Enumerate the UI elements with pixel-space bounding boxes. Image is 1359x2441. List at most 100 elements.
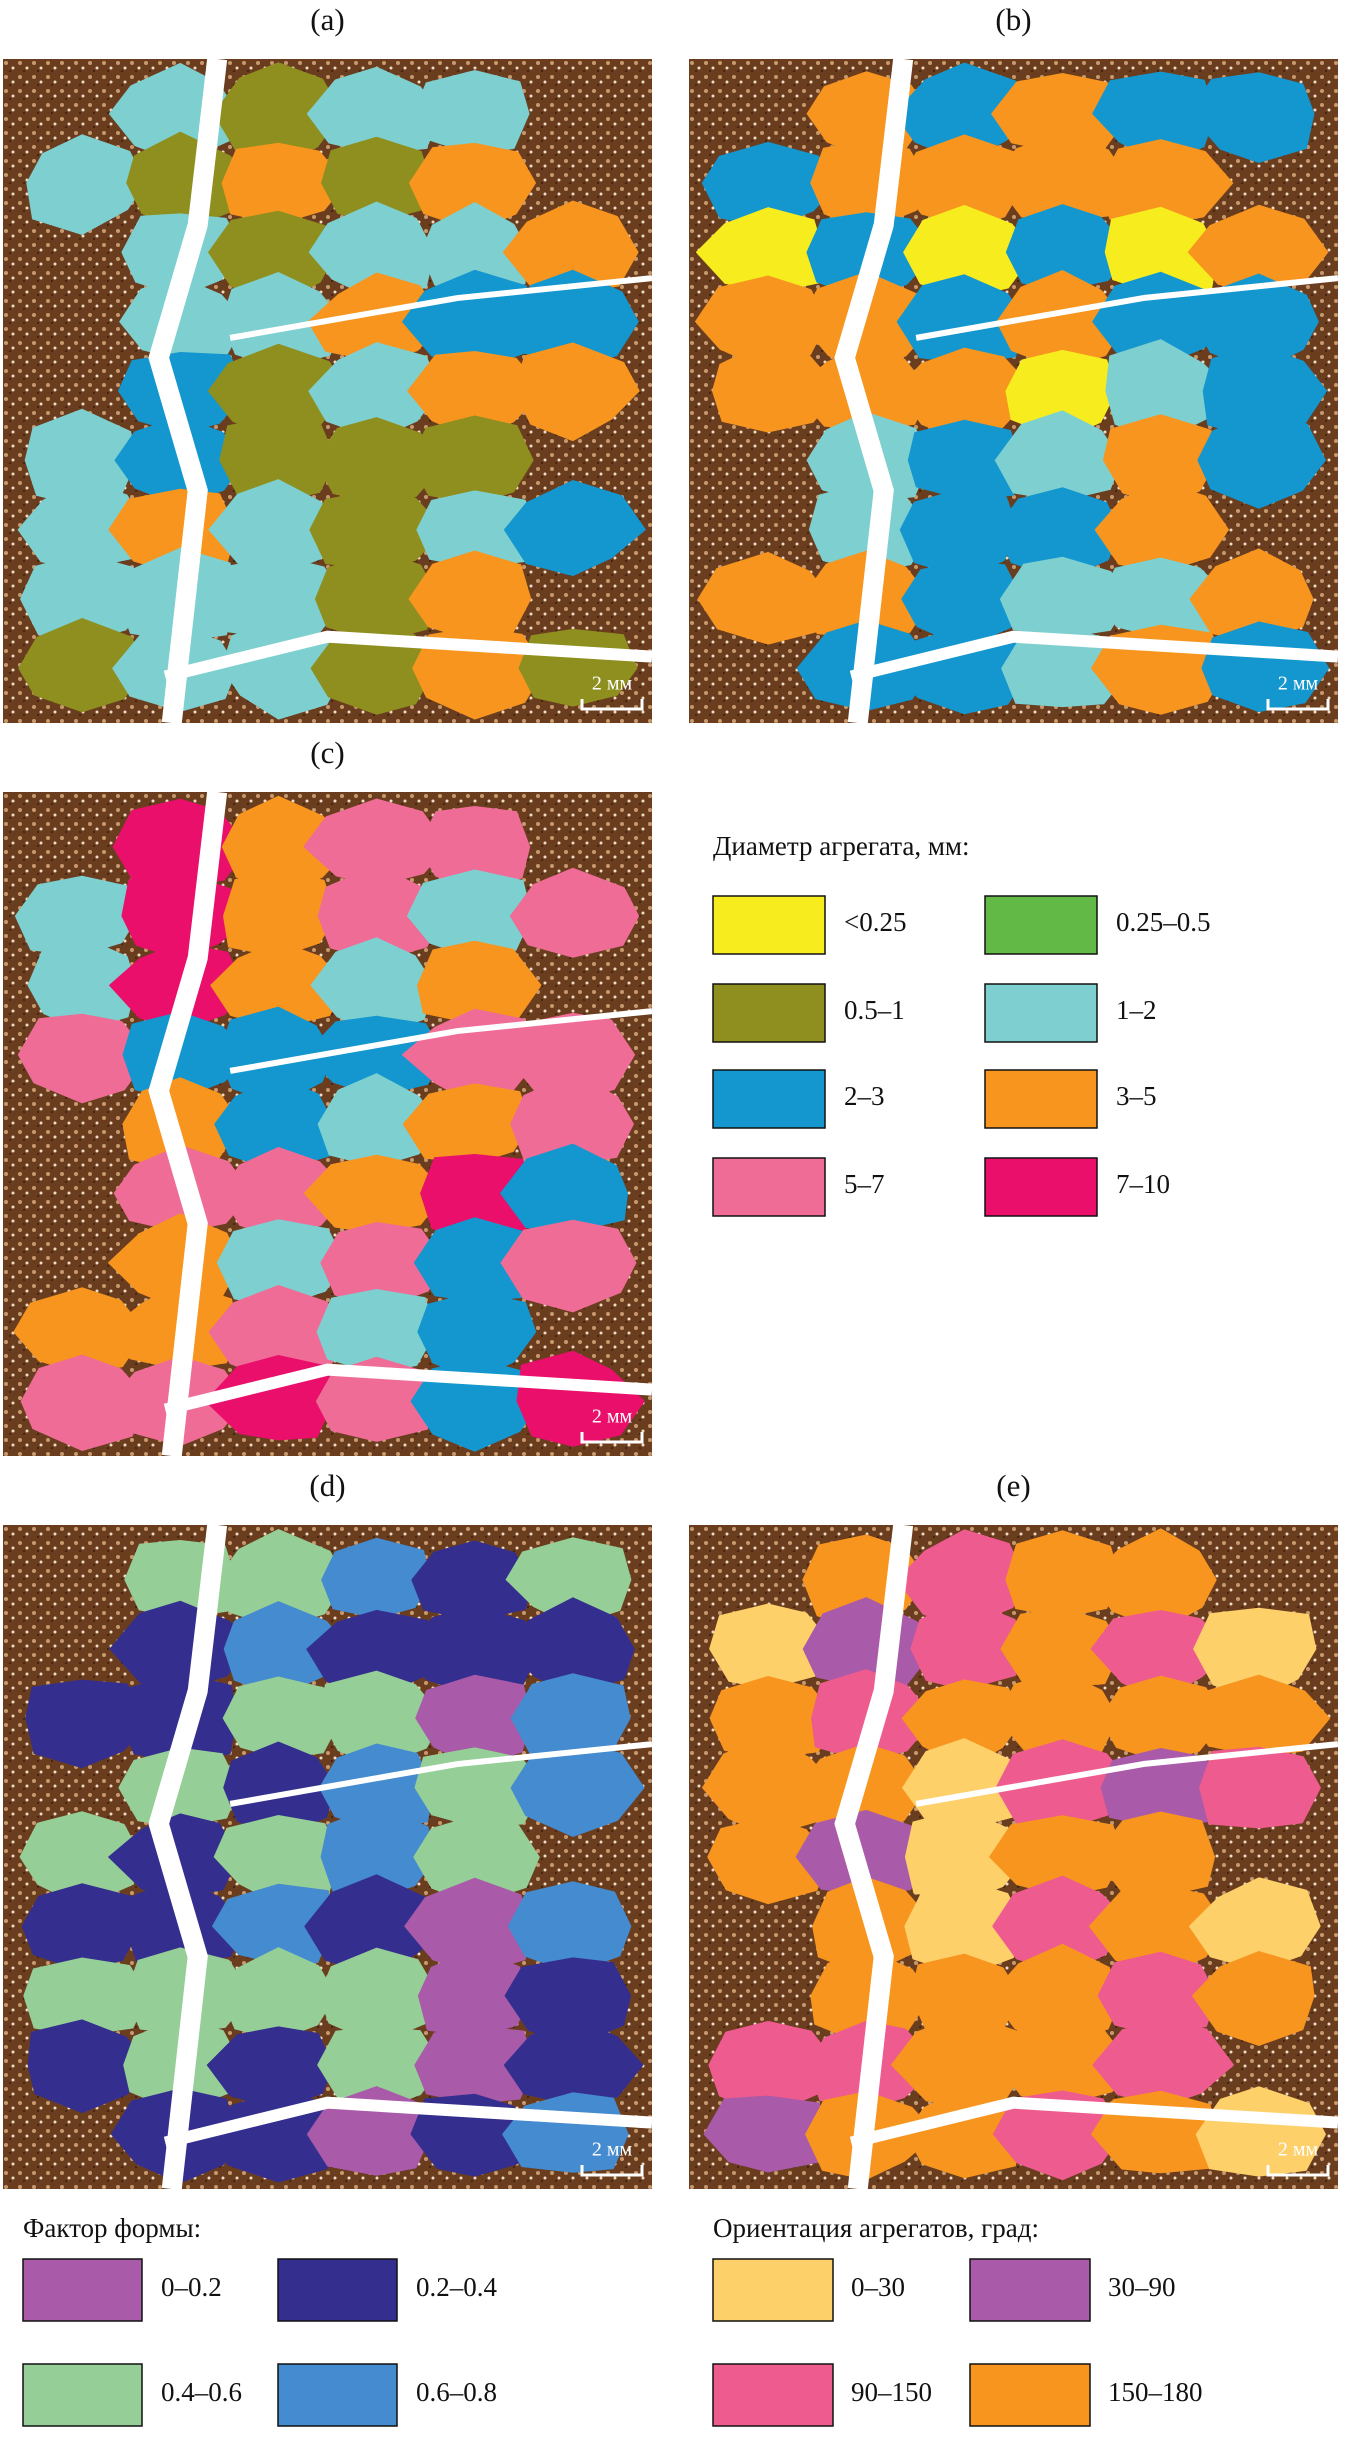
legend-label: 0.4–0.6 bbox=[161, 2377, 242, 2407]
aggregate-region bbox=[890, 2013, 1028, 2107]
aggregate-region bbox=[310, 937, 435, 1037]
aggregate-region bbox=[118, 352, 248, 434]
pore-crack bbox=[229, 1008, 653, 1074]
aggregate-region bbox=[901, 560, 1023, 649]
aggregate-region bbox=[211, 2090, 342, 2183]
aggregate-region bbox=[304, 1015, 446, 1097]
aggregate-region bbox=[27, 2019, 153, 2114]
aggregate-region bbox=[1099, 139, 1234, 225]
aggregate-region bbox=[1094, 480, 1230, 574]
aggregate-region bbox=[320, 1222, 446, 1311]
aggregate-region bbox=[896, 274, 1026, 364]
aggregate-region bbox=[27, 936, 137, 1031]
aggregate-region bbox=[1090, 1610, 1235, 1701]
aggregate-region bbox=[502, 200, 639, 294]
aggregate-region bbox=[314, 549, 440, 643]
aggregate-region bbox=[415, 1674, 532, 1767]
aggregate-region bbox=[210, 940, 346, 1029]
aggregate-region bbox=[893, 62, 1024, 163]
aggregate-region bbox=[1102, 414, 1217, 506]
aggregate-region bbox=[1195, 2086, 1326, 2177]
aggregate-region bbox=[500, 1219, 637, 1313]
pore-crack bbox=[148, 1523, 228, 2191]
thin-section-map bbox=[689, 57, 1339, 725]
aggregate-region bbox=[208, 479, 349, 576]
aggregate-region bbox=[503, 2017, 644, 2105]
aggregate-region bbox=[21, 1883, 142, 1972]
aggregate-region bbox=[307, 272, 447, 362]
aggregate-region bbox=[707, 1816, 830, 1905]
aggregate-region bbox=[211, 1883, 334, 1965]
aggregate-region bbox=[904, 1880, 1025, 1977]
aggregate-region bbox=[907, 419, 1020, 501]
thin-section-map bbox=[689, 1523, 1339, 2191]
aggregate-region bbox=[709, 1676, 838, 1759]
aggregate-region bbox=[995, 1739, 1136, 1830]
aggregate-region bbox=[318, 1947, 440, 2045]
aggregate-region bbox=[320, 1670, 444, 1768]
aggregate-region bbox=[13, 1287, 147, 1375]
pore-crack bbox=[834, 1523, 914, 2191]
aggregate-region bbox=[996, 1670, 1119, 1767]
aggregate-region bbox=[508, 1597, 635, 1696]
aggregate-region bbox=[1089, 1528, 1217, 1631]
aggregate-region bbox=[507, 1881, 632, 1974]
aggregate-region bbox=[1092, 2020, 1235, 2108]
aggregate-region bbox=[318, 1743, 434, 1830]
pore-crack bbox=[148, 57, 228, 725]
aggregate-region bbox=[121, 871, 252, 960]
aggregate-region bbox=[1092, 71, 1216, 165]
aggregate-region bbox=[1188, 1877, 1321, 1971]
legend-label: 7–10 bbox=[1116, 1169, 1170, 1199]
scale-bar bbox=[580, 699, 644, 711]
aggregate-region bbox=[216, 1219, 346, 1308]
aggregate-region bbox=[213, 1815, 342, 1905]
aggregate-region bbox=[420, 202, 530, 302]
aggregate-region bbox=[1099, 557, 1232, 639]
aggregate-region bbox=[217, 1006, 334, 1106]
aggregate-region bbox=[417, 1947, 532, 2038]
panel-label: (a) bbox=[310, 2, 344, 37]
thin-section-map bbox=[3, 790, 653, 1458]
aggregate-region bbox=[316, 1289, 437, 1374]
aggregate-region bbox=[1189, 548, 1314, 646]
aggregate-region bbox=[995, 487, 1120, 581]
aggregate-region bbox=[220, 1146, 350, 1240]
aggregate-region bbox=[206, 2026, 334, 2110]
aggregate-region bbox=[208, 210, 337, 304]
legend-swatch bbox=[984, 1069, 1098, 1129]
legend-swatch bbox=[712, 2363, 834, 2427]
aggregate-region bbox=[221, 1947, 337, 2041]
aggregate-region bbox=[1005, 204, 1132, 291]
scale-bar-label: 2 мм bbox=[1278, 673, 1319, 695]
aggregate-region bbox=[708, 2020, 839, 2117]
aggregate-region bbox=[701, 141, 841, 229]
aggregate-region bbox=[317, 1073, 441, 1168]
aggregate-region bbox=[1201, 621, 1330, 713]
aggregate-region bbox=[221, 142, 347, 225]
aggregate-region bbox=[14, 875, 139, 956]
aggregate-region bbox=[402, 1083, 531, 1164]
aggregate-region bbox=[220, 272, 345, 369]
aggregate-region bbox=[1199, 1746, 1321, 1829]
panel-label: (c) bbox=[310, 735, 344, 770]
scale-bar bbox=[1266, 2165, 1330, 2177]
scale-bar bbox=[580, 1432, 644, 1444]
aggregate-region bbox=[222, 1676, 342, 1759]
aggregate-region bbox=[1000, 1607, 1122, 1688]
aggregate-region bbox=[1005, 349, 1117, 440]
aggregate-region bbox=[18, 618, 143, 713]
aggregate-region bbox=[321, 1537, 432, 1619]
aggregate-region bbox=[24, 408, 138, 507]
aggregate-region bbox=[991, 73, 1131, 154]
aggregate-region bbox=[510, 1673, 631, 1763]
aggregate-region bbox=[996, 270, 1128, 371]
legend-label: 5–7 bbox=[844, 1169, 885, 1199]
aggregate-region bbox=[405, 1606, 541, 1697]
aggregate-region bbox=[416, 490, 537, 569]
aggregate-region bbox=[505, 1537, 632, 1627]
aggregate-region bbox=[896, 347, 1037, 443]
aggregate-region bbox=[317, 865, 444, 962]
aggregate-region bbox=[411, 1540, 531, 1622]
